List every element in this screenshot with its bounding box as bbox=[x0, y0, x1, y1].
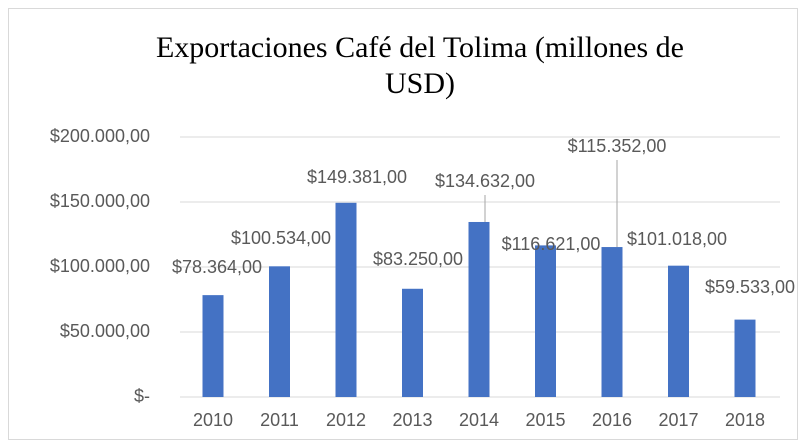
bar bbox=[668, 265, 689, 397]
y-tick-label: $- bbox=[134, 386, 150, 406]
x-tick-label: 2018 bbox=[725, 410, 765, 430]
x-tick-label: 2010 bbox=[193, 410, 233, 430]
data-label: $83.250,00 bbox=[373, 249, 463, 269]
data-label: $101.018,00 bbox=[627, 229, 727, 249]
data-label: $78.364,00 bbox=[172, 257, 262, 277]
data-label: $149.381,00 bbox=[307, 167, 407, 187]
bar bbox=[402, 288, 423, 397]
y-tick-label: $150.000,00 bbox=[50, 191, 150, 211]
bar bbox=[202, 295, 224, 397]
bar bbox=[335, 202, 357, 397]
data-label: $115.352,00 bbox=[568, 136, 667, 156]
bar bbox=[601, 247, 623, 397]
y-tick-label: $100.000,00 bbox=[50, 256, 150, 276]
bar bbox=[734, 319, 756, 397]
x-tick-label: 2015 bbox=[525, 410, 565, 430]
x-tick-label: 2012 bbox=[326, 410, 366, 430]
data-label: $59.533,00 bbox=[705, 277, 795, 297]
chart-title: Exportaciones Café del Tolima (millones … bbox=[155, 31, 685, 100]
bar bbox=[269, 266, 290, 397]
y-tick-label: $200.000,00 bbox=[50, 126, 150, 146]
data-label: $134.632,00 bbox=[435, 171, 535, 191]
x-tick-label: 2014 bbox=[459, 410, 499, 430]
y-tick-label: $50.000,00 bbox=[60, 321, 150, 341]
bar bbox=[535, 245, 556, 397]
x-tick-label: 2016 bbox=[592, 410, 632, 430]
data-label: $116.621,00 bbox=[502, 234, 601, 254]
x-tick-label: 2013 bbox=[392, 410, 432, 430]
bar bbox=[468, 221, 490, 397]
x-tick-label: 2011 bbox=[260, 410, 299, 430]
data-label: $100.534,00 bbox=[231, 228, 331, 248]
x-tick-label: 2017 bbox=[658, 410, 698, 430]
